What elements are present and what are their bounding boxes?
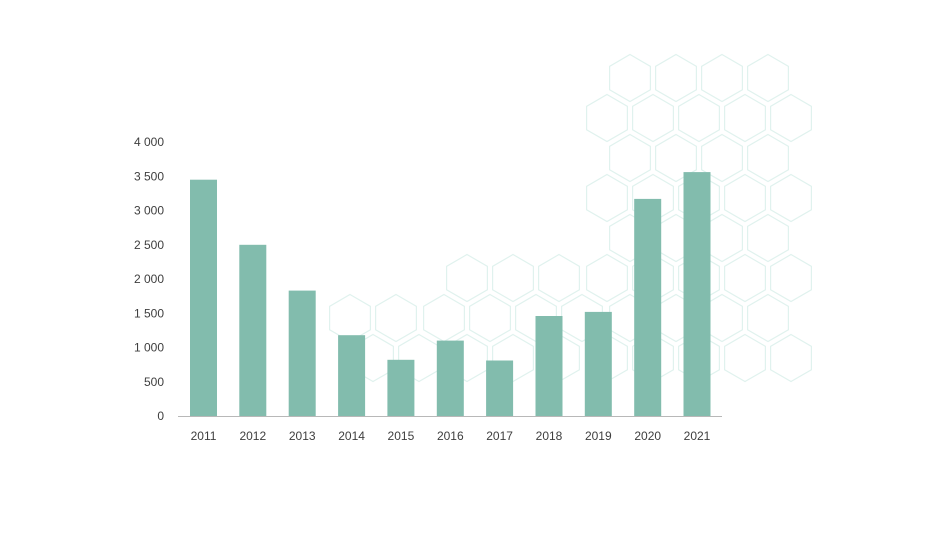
bar-2019 (584, 311, 612, 416)
hexagon-shape (769, 253, 813, 303)
bar-2015 (387, 359, 415, 416)
y-tick-label: 500 (144, 375, 164, 389)
hexagon-shape (585, 173, 629, 223)
x-tick-label: 2013 (289, 429, 316, 443)
bar-2017 (486, 360, 514, 416)
hexagon-shape (700, 133, 744, 183)
hexagon-shape (746, 293, 790, 343)
x-tick-label: 2021 (684, 429, 711, 443)
hexagon-shape (492, 253, 535, 303)
hexagon-shape (723, 93, 767, 143)
x-tick-label: 2020 (634, 429, 661, 443)
hexagon-shape (329, 293, 371, 343)
bar-2020 (634, 198, 662, 416)
x-tick-label: 2012 (239, 429, 266, 443)
x-tick-label: 2011 (191, 429, 217, 443)
hexagon-shape (585, 93, 629, 143)
hexagon-shape (631, 93, 675, 143)
y-tick-label: 1 500 (134, 306, 164, 320)
x-tick-label: 2017 (486, 429, 513, 443)
y-tick-label: 2 500 (134, 238, 164, 252)
y-tick-label: 3 000 (134, 204, 164, 218)
x-tick-label: 2015 (388, 429, 415, 443)
y-tick-label: 2 000 (134, 272, 164, 286)
hexagon-shape (769, 333, 813, 383)
y-axis-tick-labels: 0 500 1 000 1 500 2 000 2 500 3 000 3 500 4 000 (134, 135, 164, 423)
hexagon-shape (608, 133, 652, 183)
hexagon-shape (608, 53, 652, 103)
x-tick-label: 2014 (338, 429, 365, 443)
hexagon-shape (723, 253, 767, 303)
hexagon-shape (560, 293, 604, 343)
hexagon-shape (537, 253, 581, 303)
hexagon-shape (423, 293, 465, 343)
bar-2016 (436, 340, 464, 416)
hexagon-shape (446, 253, 488, 303)
hexagon-shape (469, 293, 511, 343)
hexagon-shape (585, 253, 629, 303)
bar-2018 (535, 316, 563, 416)
hexagon-shape (375, 293, 417, 343)
hexagon-shape (769, 173, 813, 223)
bar-2013 (288, 290, 316, 416)
hexagon-shape (769, 93, 813, 143)
bar-2021 (683, 172, 711, 416)
hexagon-shape (700, 53, 744, 103)
bar-2012 (239, 244, 267, 417)
bar-2014 (338, 335, 366, 416)
y-tick-label: 3 500 (134, 169, 164, 183)
hexagon-shape (677, 93, 721, 143)
bar-series (190, 172, 711, 417)
hexagon-shape (746, 53, 790, 103)
hexagon-shape (723, 173, 767, 223)
x-tick-label: 2019 (585, 429, 612, 443)
hexagon-shape (654, 133, 698, 183)
hexagon-shape (746, 133, 790, 183)
x-axis-tick-labels: 2011 2012 2013 2014 2015 2016 2017 2018 2019 2020… (191, 429, 711, 443)
bar-2011 (190, 179, 217, 416)
x-tick-label: 2016 (437, 429, 464, 443)
y-tick-label: 4 000 (134, 135, 164, 149)
hexagon-shape (654, 53, 698, 103)
y-tick-label: 0 (157, 409, 164, 423)
x-tick-label: 2018 (536, 429, 563, 443)
hexagon-shape (746, 213, 790, 263)
hexagon-background-pattern (329, 53, 813, 383)
y-tick-label: 1 000 (134, 341, 164, 355)
hexagon-shape (723, 333, 767, 383)
